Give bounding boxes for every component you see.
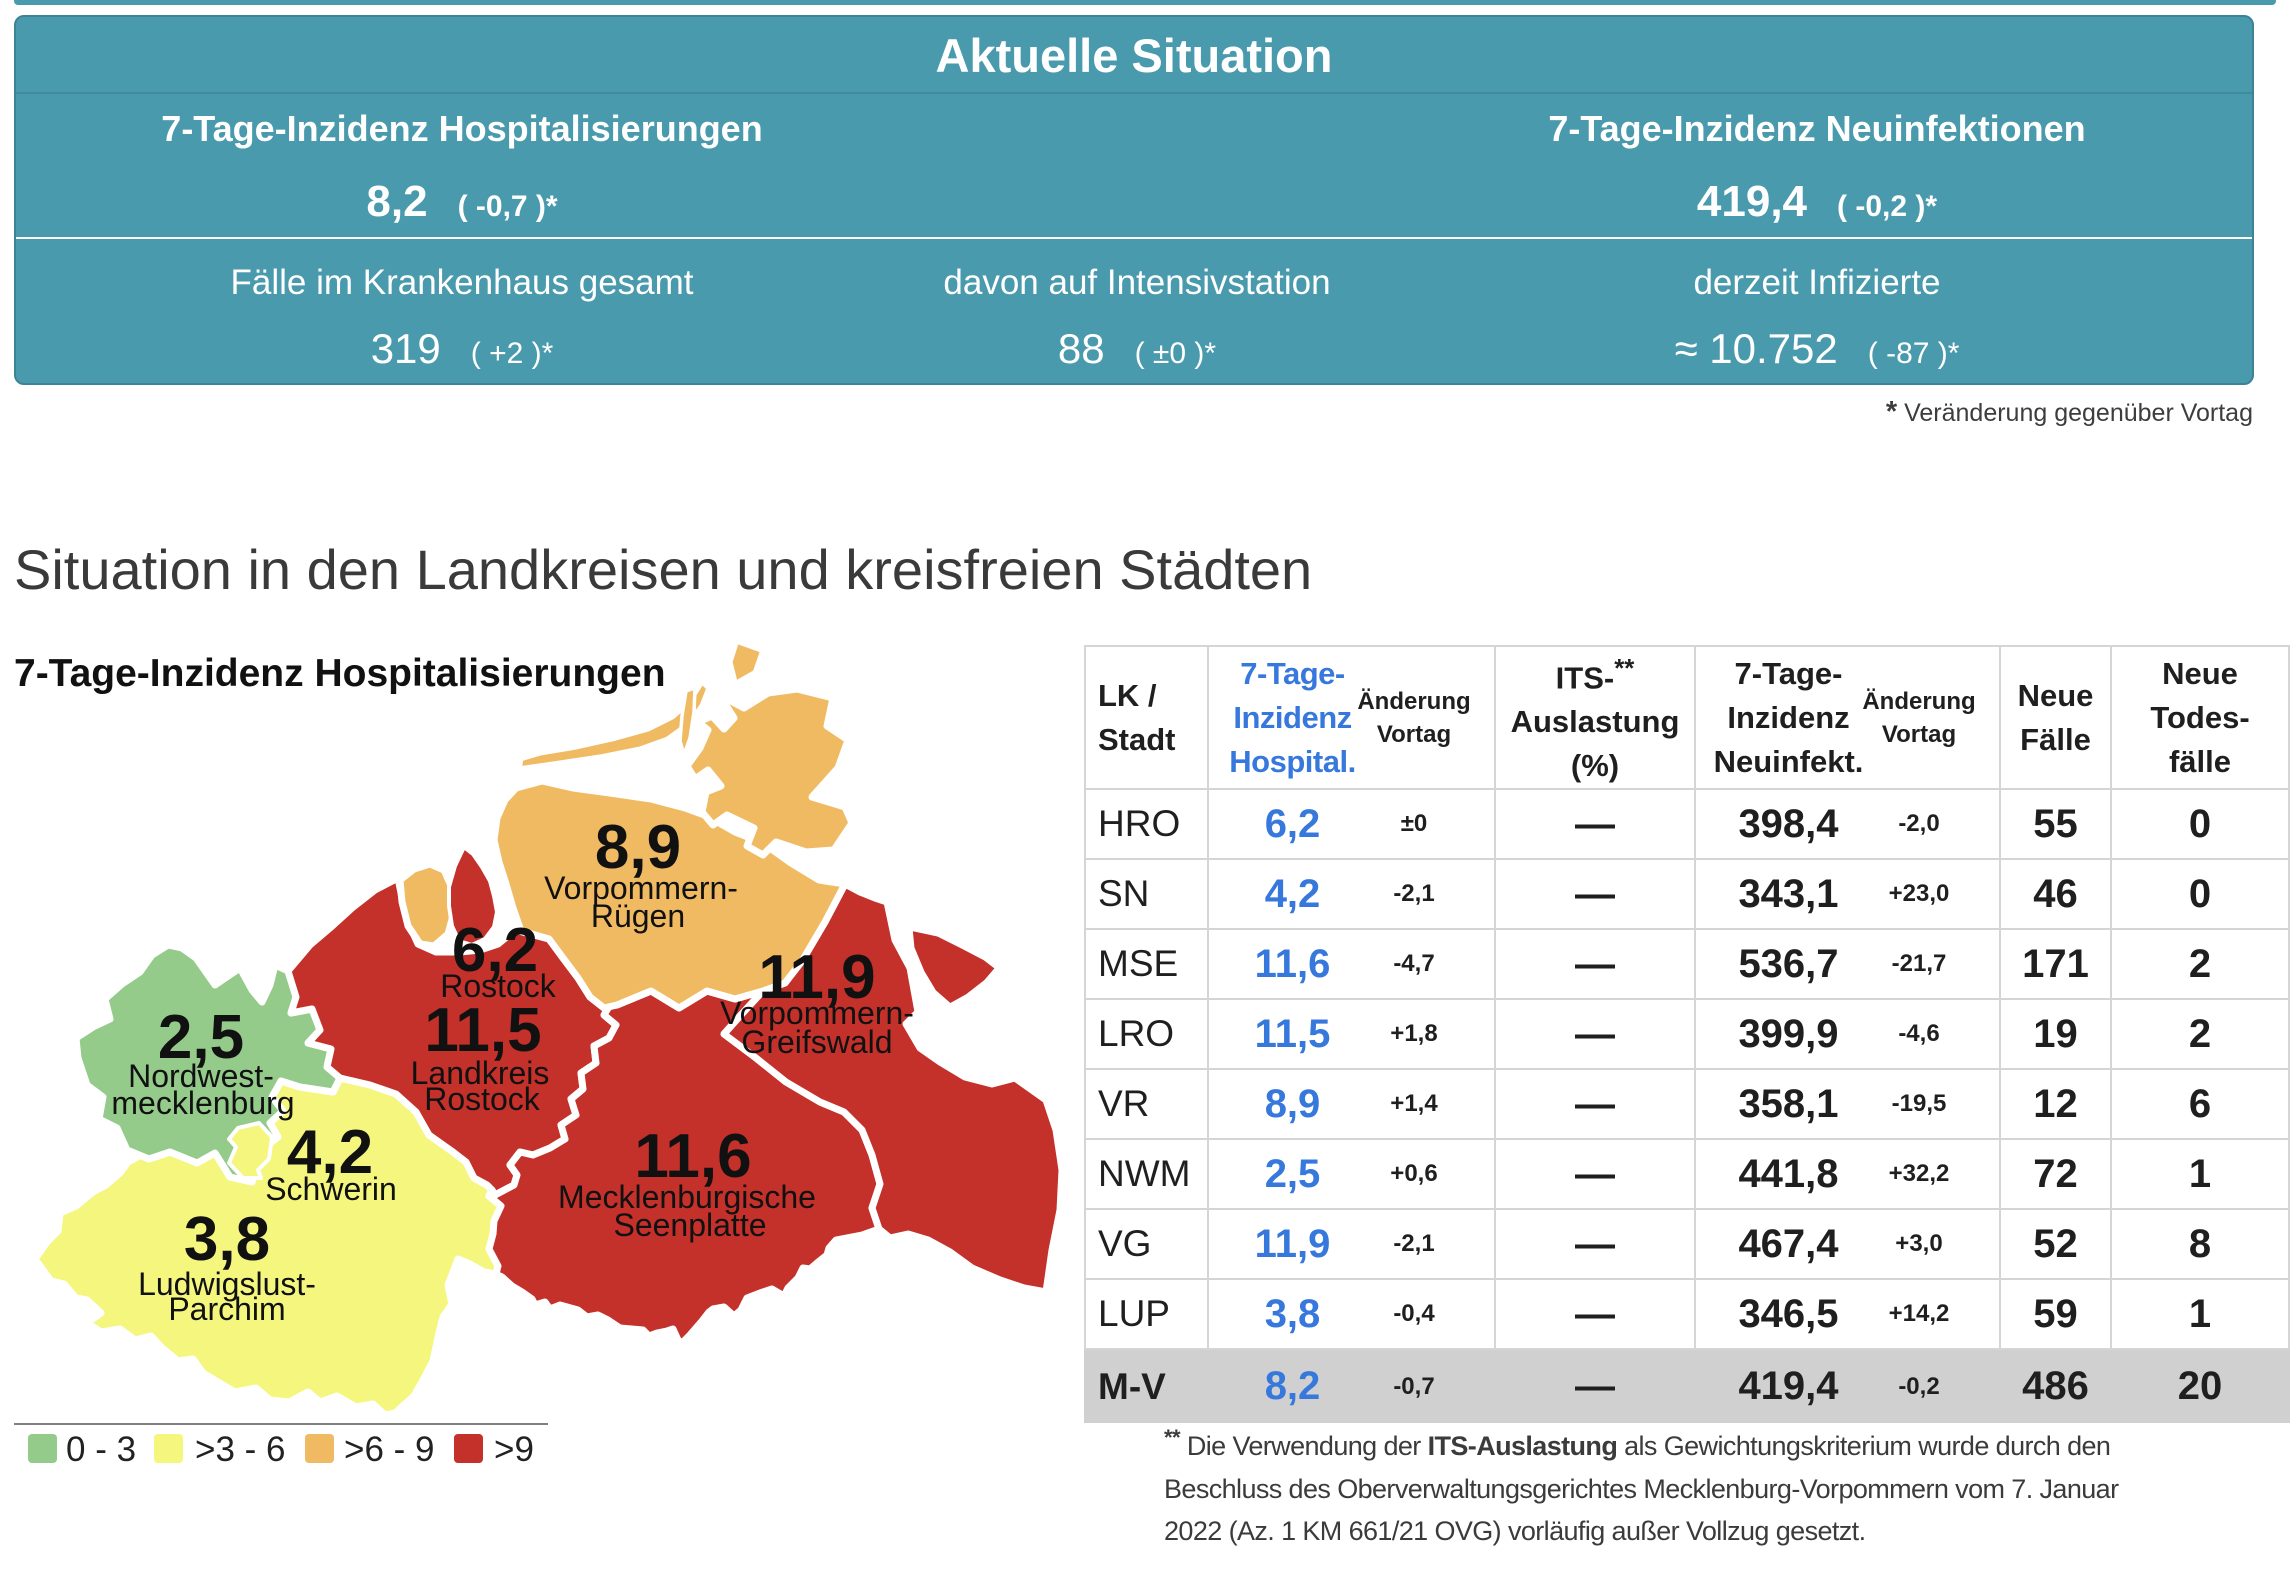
svg-text:Rostock: Rostock — [424, 1081, 541, 1117]
svg-text:Seenplatte: Seenplatte — [613, 1207, 766, 1243]
svg-text:Rügen: Rügen — [591, 898, 685, 934]
svg-text:Vorpommern-: Vorpommern- — [720, 995, 914, 1031]
svg-text:Schwerin: Schwerin — [265, 1171, 397, 1207]
svg-text:2,5: 2,5 — [158, 1003, 244, 1072]
svg-text:Mecklenburgische: Mecklenburgische — [558, 1179, 816, 1215]
svg-text:Vorpommern-: Vorpommern- — [544, 870, 738, 906]
svg-text:Greifswald: Greifswald — [741, 1024, 892, 1060]
svg-text:mecklenburg: mecklenburg — [111, 1085, 294, 1121]
svg-text:Nordwest-: Nordwest- — [128, 1058, 274, 1094]
svg-text:Parchim: Parchim — [168, 1291, 285, 1327]
svg-text:11,9: 11,9 — [758, 943, 875, 1012]
svg-text:11,5: 11,5 — [424, 996, 541, 1065]
svg-text:3,8: 3,8 — [184, 1205, 270, 1274]
svg-text:4,2: 4,2 — [287, 1118, 373, 1187]
svg-text:6,2: 6,2 — [452, 916, 538, 985]
svg-text:Rostock: Rostock — [440, 968, 557, 1004]
svg-text:Landkreis: Landkreis — [411, 1055, 550, 1091]
svg-text:11,6: 11,6 — [634, 1122, 751, 1191]
svg-text:Ludwigslust-: Ludwigslust- — [138, 1266, 316, 1302]
svg-text:8,9: 8,9 — [595, 813, 681, 882]
